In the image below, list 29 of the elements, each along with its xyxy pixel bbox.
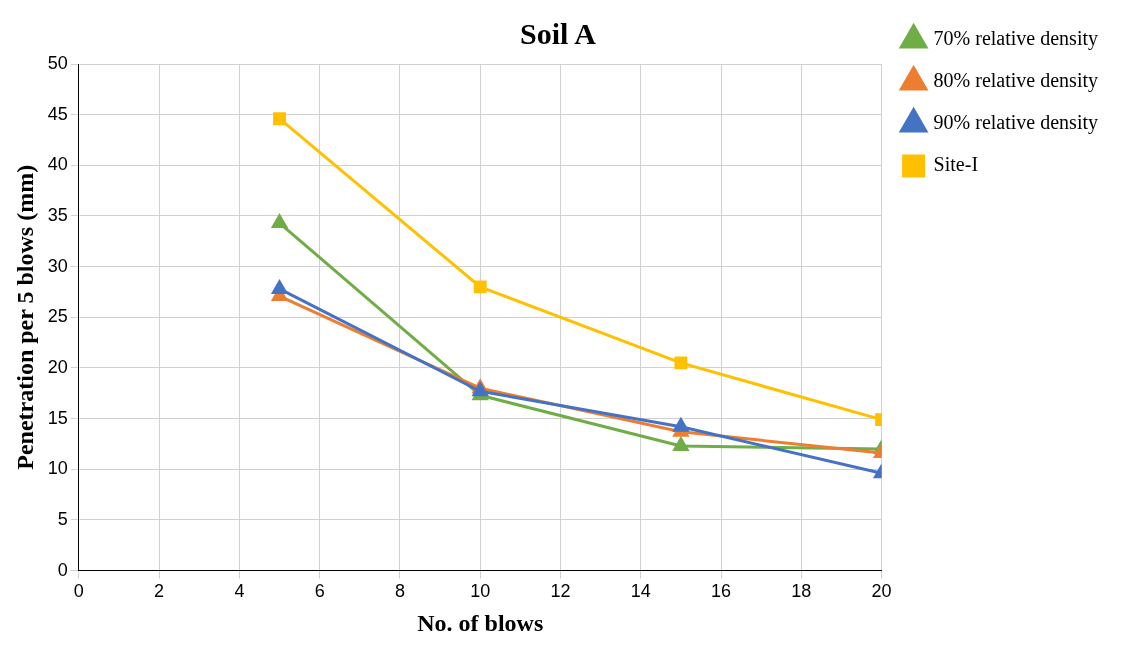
legend-label: 70% relative density bbox=[933, 27, 1099, 51]
x-tick-label: 2 bbox=[154, 581, 165, 602]
y-tick-label: 20 bbox=[47, 356, 68, 377]
y-tick-label: 30 bbox=[47, 255, 68, 276]
y-tick-label: 15 bbox=[47, 407, 68, 428]
y-tick-label: 0 bbox=[57, 559, 68, 580]
x-tick-label: 16 bbox=[711, 581, 732, 602]
y-tick-label: 50 bbox=[47, 52, 68, 73]
x-tick-label: 8 bbox=[394, 581, 405, 602]
x-tick-label: 12 bbox=[550, 581, 571, 602]
legend-label: 80% relative density bbox=[933, 69, 1099, 93]
x-tick-label: 18 bbox=[791, 581, 812, 602]
x-tick-label: 4 bbox=[234, 581, 245, 602]
x-tick-label: 0 bbox=[73, 581, 84, 602]
x-tick-label: 10 bbox=[470, 581, 491, 602]
x-axis-title: No. of blows bbox=[417, 609, 544, 636]
y-axis-title: Penetration per 5 blows (mm) bbox=[11, 164, 38, 470]
y-tick-label: 10 bbox=[47, 458, 68, 479]
legend-label: Site-I bbox=[933, 153, 979, 176]
chart-title: Soil A bbox=[520, 16, 597, 50]
x-tick-label: 6 bbox=[314, 581, 325, 602]
y-tick-label: 40 bbox=[47, 154, 68, 175]
x-tick-label: 14 bbox=[630, 581, 651, 602]
y-tick-label: 25 bbox=[47, 306, 68, 327]
y-tick-label: 35 bbox=[47, 204, 68, 225]
legend-label: 90% relative density bbox=[933, 111, 1099, 135]
y-tick-label: 45 bbox=[47, 103, 68, 124]
y-tick-label: 5 bbox=[57, 508, 68, 529]
x-tick-label: 20 bbox=[871, 581, 892, 602]
